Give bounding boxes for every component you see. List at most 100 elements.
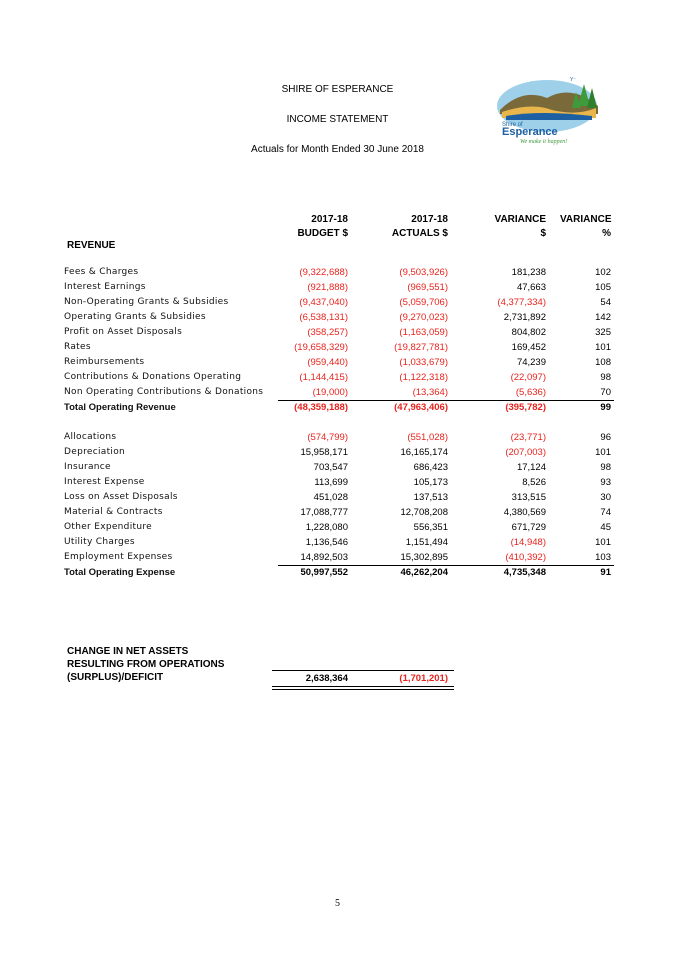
row-variance: (23,771)	[510, 432, 546, 443]
row-budget: 50,997,552	[300, 567, 348, 578]
row-actuals: 46,262,204	[400, 567, 448, 578]
column-header-actuals-label: ACTUALS $	[391, 228, 448, 239]
row-label: Profit on Asset Disposals	[64, 327, 183, 337]
row-actuals: (47,963,406)	[394, 402, 448, 413]
row-budget: (358,257)	[307, 327, 348, 338]
change-heading-line2: RESULTING FROM OPERATIONS	[67, 659, 225, 670]
row-label: Utility Charges	[64, 537, 135, 547]
row-actuals: 556,351	[413, 522, 448, 533]
row-variance: 671,729	[511, 522, 546, 533]
expense-subtotal-rule	[278, 565, 614, 566]
column-header-variance-unit: $	[540, 228, 546, 239]
row-actuals: 1,151,494	[405, 537, 448, 548]
row-label: Rates	[64, 342, 91, 352]
shire-logo-graphic: Y⁻ Shire of Esperance We make it happen!	[497, 77, 598, 145]
table-row: Material & Contracts 17,088,777 12,708,2…	[64, 507, 614, 522]
table-row: Non-Operating Grants & Subsidies (9,437,…	[64, 297, 614, 312]
organisation-title: SHIRE OF ESPERANCE	[281, 84, 394, 95]
table-row: Non Operating Contributions & Donations …	[64, 387, 614, 402]
row-variance: (4,377,334)	[497, 297, 546, 308]
row-actuals: (1,033,679)	[399, 357, 448, 368]
row-variance-pct: 45	[600, 522, 611, 533]
row-budget: (9,437,040)	[299, 297, 348, 308]
column-header-budget-label: BUDGET $	[297, 228, 348, 239]
row-label: Non-Operating Grants & Subsidies	[64, 297, 229, 307]
row-label: Fees & Charges	[64, 267, 139, 277]
row-budget: 17,088,777	[300, 507, 348, 518]
column-header-budget: 2017-18 BUDGET $	[278, 213, 348, 241]
logo-text-line1: Shire of	[502, 122, 523, 128]
table-row: Depreciation 15,958,171 16,165,174 (207,…	[64, 447, 614, 462]
row-variance-pct: 142	[595, 312, 611, 323]
period-subtitle: Actuals for Month Ended 30 June 2018	[251, 144, 424, 155]
row-budget: (19,658,329)	[294, 342, 348, 353]
change-top-rule	[272, 670, 454, 671]
table-row: Reimbursements (959,440) (1,033,679) 74,…	[64, 357, 614, 372]
row-actuals: (1,122,318)	[399, 372, 448, 383]
total-operating-revenue-row: Total Operating Revenue (48,359,188) (47…	[64, 402, 614, 417]
table-row: Profit on Asset Disposals (358,257) (1,1…	[64, 327, 614, 342]
row-budget: (574,799)	[307, 432, 348, 443]
row-variance-pct: 54	[600, 297, 611, 308]
row-variance: 4,735,348	[503, 567, 546, 578]
revenue-heading: REVENUE	[67, 240, 116, 251]
row-actuals: (13,364)	[412, 387, 448, 398]
table-row: Interest Expense 113,699 105,173 8,526 9…	[64, 477, 614, 492]
row-variance-pct: 93	[600, 477, 611, 488]
row-variance-pct: 101	[595, 342, 611, 353]
table-row: Operating Grants & Subsidies (6,538,131)…	[64, 312, 614, 327]
row-variance-pct: 101	[595, 447, 611, 458]
row-variance-pct: 30	[600, 492, 611, 503]
table-row: Loss on Asset Disposals 451,028 137,513 …	[64, 492, 614, 507]
row-budget: 15,958,171	[300, 447, 348, 458]
table-row: Rates (19,658,329) (19,827,781) 169,452 …	[64, 342, 614, 357]
column-header-actuals: 2017-18 ACTUALS $	[364, 213, 448, 241]
row-label: Interest Earnings	[64, 282, 146, 292]
change-in-net-assets-heading: CHANGE IN NET ASSETS RESULTING FROM OPER…	[67, 645, 224, 684]
page-number: 5	[335, 898, 340, 909]
row-variance-pct: 99	[600, 402, 611, 413]
row-actuals: 15,302,895	[400, 552, 448, 563]
shire-logo: Y⁻ Shire of Esperance We make it happen!	[492, 72, 610, 150]
table-row: Allocations (574,799) (551,028) (23,771)…	[64, 432, 614, 447]
row-variance: 181,238	[511, 267, 546, 278]
row-budget: (6,538,131)	[299, 312, 348, 323]
row-budget: (959,440)	[307, 357, 348, 368]
row-budget: 113,699	[314, 477, 348, 488]
row-variance: 8,526	[522, 477, 546, 488]
row-budget: (921,888)	[307, 282, 348, 293]
row-budget: 2,638,364	[305, 673, 348, 684]
column-header-variance-title: VARIANCE	[494, 214, 546, 225]
change-heading-line1: CHANGE IN NET ASSETS	[67, 646, 189, 657]
row-variance-pct: 101	[595, 537, 611, 548]
row-label: Insurance	[64, 462, 111, 472]
table-row: Employment Expenses 14,892,503 15,302,89…	[64, 552, 614, 567]
row-variance-pct: 103	[595, 552, 611, 563]
row-variance: (395,782)	[505, 402, 546, 413]
table-row: Other Expenditure 1,228,080 556,351 671,…	[64, 522, 614, 537]
row-label: Non Operating Contributions & Donations	[64, 387, 264, 397]
row-variance: 169,452	[511, 342, 546, 353]
row-label: Other Expenditure	[64, 522, 152, 532]
column-header-variance: VARIANCE $	[462, 213, 546, 241]
row-variance: 2,731,892	[503, 312, 546, 323]
row-label: Reimbursements	[64, 357, 145, 367]
table-row: Insurance 703,547 686,423 17,124 98	[64, 462, 614, 477]
svg-text:Y⁻: Y⁻	[570, 77, 576, 83]
row-variance-pct: 74	[600, 507, 611, 518]
row-variance: 74,239	[516, 357, 546, 368]
total-operating-expense-row: Total Operating Expense 50,997,552 46,26…	[64, 567, 614, 582]
row-actuals: (9,270,023)	[399, 312, 448, 323]
row-variance: (207,003)	[505, 447, 546, 458]
change-heading-line3: (SURPLUS)/DEFICIT	[67, 672, 164, 683]
row-variance-pct: 91	[600, 567, 611, 578]
row-label: Employment Expenses	[64, 552, 173, 562]
table-row: Contributions & Donations Operating (1,1…	[64, 372, 614, 387]
row-budget: 1,136,546	[305, 537, 348, 548]
row-actuals: (5,059,706)	[399, 297, 448, 308]
column-header-budget-year: 2017-18	[311, 214, 348, 225]
row-label: Depreciation	[64, 447, 126, 457]
row-variance-pct: 108	[595, 357, 611, 368]
row-variance: (14,948)	[510, 537, 546, 548]
surplus-deficit-row: 2,638,364 (1,701,201)	[64, 673, 614, 688]
